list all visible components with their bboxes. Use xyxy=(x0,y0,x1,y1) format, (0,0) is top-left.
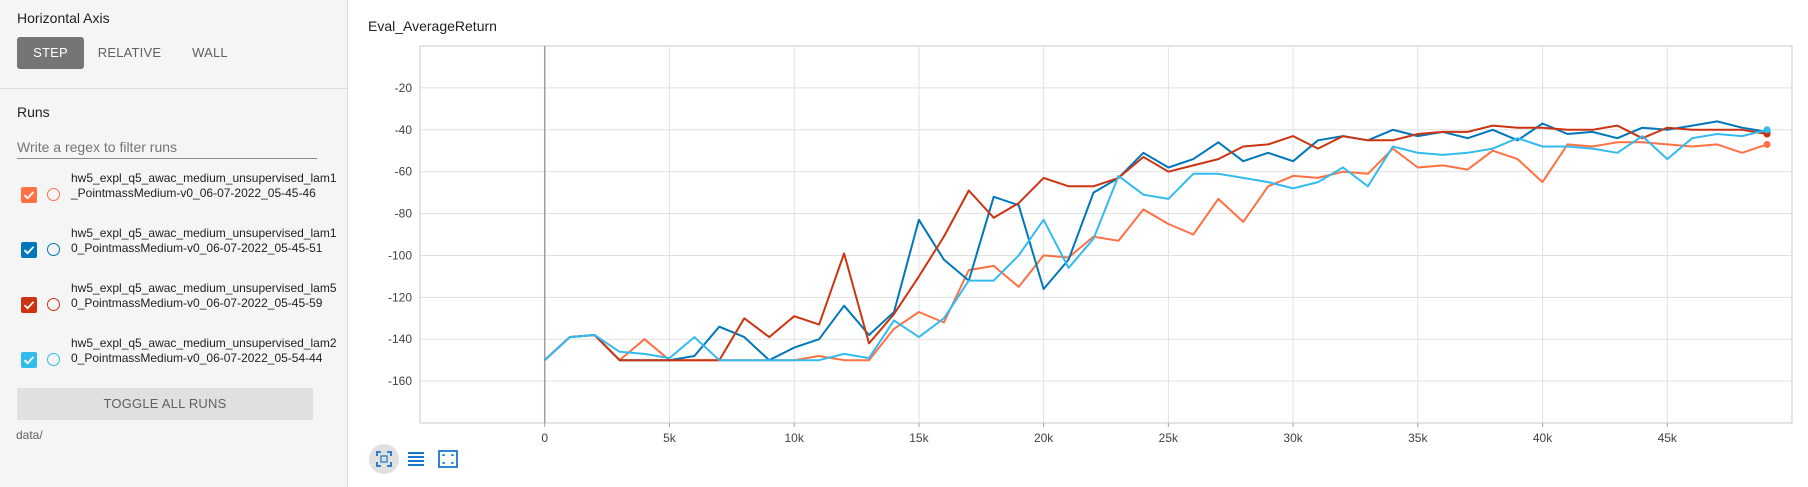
x-tick-label: 15k xyxy=(909,431,929,445)
y-tick-label: -120 xyxy=(388,290,412,304)
x-tick-label: 0 xyxy=(541,431,548,445)
y-tick-label: -140 xyxy=(388,332,412,346)
run-checkbox[interactable] xyxy=(21,297,37,313)
axis-step-button[interactable]: STEP xyxy=(17,37,84,69)
run-label: hw5_expl_q5_awac_medium_unsupervised_lam… xyxy=(71,226,337,255)
check-icon xyxy=(23,301,35,310)
run-color-picker[interactable] xyxy=(47,298,60,311)
check-icon xyxy=(23,246,35,255)
run-item: hw5_expl_q5_awac_medium_unsupervised_lam… xyxy=(0,171,347,223)
run-label: hw5_expl_q5_awac_medium_unsupervised_lam… xyxy=(71,281,337,310)
x-tick-label: 10k xyxy=(785,431,805,445)
axis-wall-button[interactable]: WALL xyxy=(192,45,228,60)
fit-domain-button[interactable] xyxy=(369,444,399,474)
sidebar-divider xyxy=(0,88,347,89)
sidebar: Horizontal Axis STEP RELATIVE WALL Runs … xyxy=(0,0,348,487)
toggle-all-runs-button[interactable]: TOGGLE ALL RUNS xyxy=(17,388,313,420)
plot-frame xyxy=(419,45,1793,424)
run-label: hw5_expl_q5_awac_medium_unsupervised_lam… xyxy=(71,336,337,365)
x-tick-label: 45k xyxy=(1658,431,1678,445)
check-icon xyxy=(23,191,35,200)
y-tick-label: -20 xyxy=(395,81,413,95)
run-color-picker[interactable] xyxy=(47,353,60,366)
run-item: hw5_expl_q5_awac_medium_unsupervised_lam… xyxy=(0,281,347,333)
run-filter-input[interactable] xyxy=(17,136,317,159)
data-directory-label: data/ xyxy=(16,428,43,442)
y-tick-label: -40 xyxy=(395,123,413,137)
run-color-picker[interactable] xyxy=(47,188,60,201)
series-endpoint-0 xyxy=(1763,140,1771,148)
series-endpoint-3 xyxy=(1763,126,1771,134)
axis-relative-button[interactable]: RELATIVE xyxy=(97,45,162,60)
line-chart[interactable]: -20 -40 -60 -80 -100 -120 -140 -160 0 5k 10k 15k 20k… xyxy=(348,0,1808,487)
y-tick-label: -100 xyxy=(388,248,412,262)
x-tick-label: 40k xyxy=(1533,431,1553,445)
run-item: hw5_expl_q5_awac_medium_unsupervised_lam… xyxy=(0,226,347,278)
data-table-button[interactable] xyxy=(401,444,431,474)
run-label: hw5_expl_q5_awac_medium_unsupervised_lam… xyxy=(71,171,337,200)
x-tick-label: 25k xyxy=(1159,431,1179,445)
horizontal-axis-title: Horizontal Axis xyxy=(17,10,110,26)
data-table-icon xyxy=(408,452,424,466)
x-tick-label: 5k xyxy=(663,431,677,445)
y-tick-label: -160 xyxy=(388,374,412,388)
x-tick-label: 35k xyxy=(1408,431,1428,445)
chart-title: Eval_AverageReturn xyxy=(368,18,497,34)
runs-title: Runs xyxy=(17,104,50,120)
run-checkbox[interactable] xyxy=(21,242,37,258)
x-tick-label: 20k xyxy=(1034,431,1054,445)
run-color-picker[interactable] xyxy=(47,243,60,256)
x-tick-label: 30k xyxy=(1283,431,1303,445)
series-line-0 xyxy=(544,141,1768,362)
series-line-3 xyxy=(544,128,1768,362)
run-checkbox[interactable] xyxy=(21,352,37,368)
expand-chart-icon xyxy=(438,450,458,468)
fit-domain-icon xyxy=(376,451,392,467)
expand-chart-button[interactable] xyxy=(433,444,463,474)
series-line-2 xyxy=(544,124,1768,362)
check-icon xyxy=(23,356,35,365)
y-tick-label: -60 xyxy=(395,165,413,179)
run-checkbox[interactable] xyxy=(21,187,37,203)
series-line-1 xyxy=(544,120,1768,362)
y-tick-label: -80 xyxy=(395,207,413,221)
run-item: hw5_expl_q5_awac_medium_unsupervised_lam… xyxy=(0,336,347,388)
